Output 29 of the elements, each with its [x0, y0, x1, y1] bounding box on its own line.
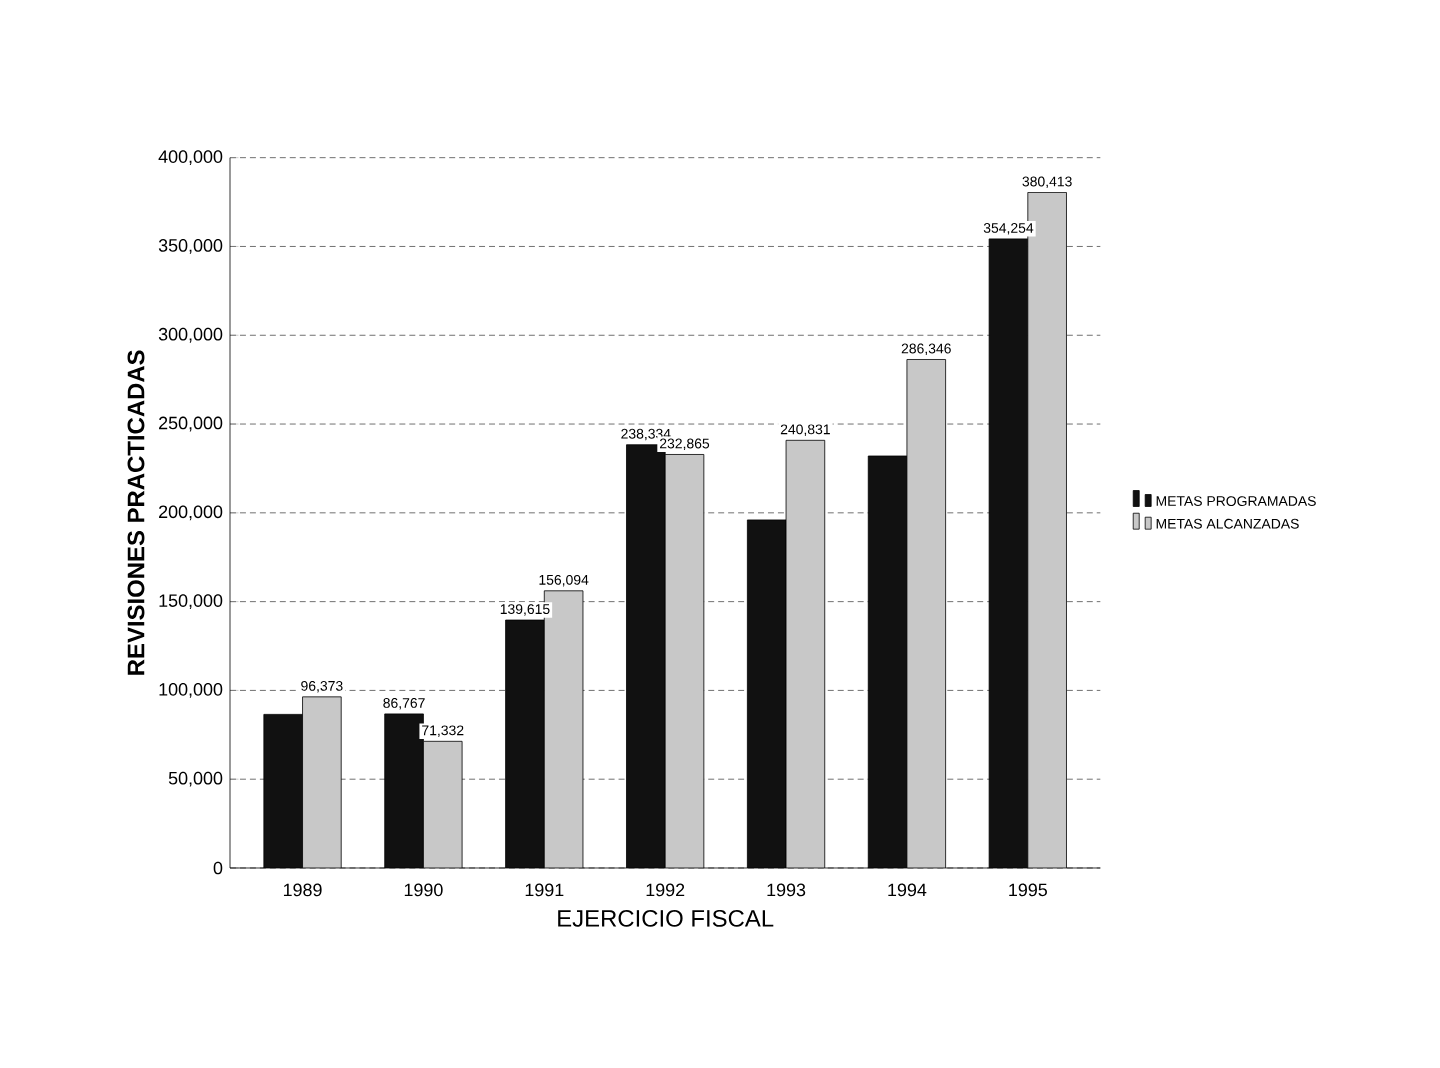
x-tick-label: 1989	[283, 883, 322, 897]
y-tick-label: 200,000	[159, 505, 223, 521]
x-axis-title: EJERCICIO FISCAL	[558, 909, 774, 927]
y-axis-title: REVISIONES PRACTICADAS	[127, 350, 145, 675]
bar	[988, 238, 1029, 868]
bar	[505, 620, 545, 868]
bar	[384, 713, 424, 868]
x-tick-label: 1990	[404, 883, 443, 897]
y-tick-label: 150,000	[159, 594, 223, 610]
bar	[868, 456, 907, 868]
bar	[302, 696, 342, 868]
bar	[665, 454, 704, 868]
y-tick-label: 300,000	[158, 327, 223, 343]
y-tick-label: 50,000	[168, 771, 223, 787]
bar	[423, 741, 463, 868]
x-tick-label: 1995	[1009, 883, 1047, 897]
bar	[747, 519, 787, 868]
y-tick-label: 400,000	[158, 150, 223, 166]
y-tick-label: 250,000	[159, 416, 223, 432]
bar	[786, 440, 825, 868]
x-tick-label: 1993	[767, 883, 806, 897]
x-tick-label: 1991	[525, 883, 564, 897]
y-tick-label: 100,000	[159, 683, 223, 698]
bar	[263, 714, 303, 868]
y-tick-label: 350,000	[158, 239, 223, 254]
bar	[906, 359, 946, 868]
x-tick-label: 1994	[888, 883, 927, 897]
x-tick-label: 1992	[646, 883, 685, 897]
y-tick-label: 0	[213, 861, 223, 875]
